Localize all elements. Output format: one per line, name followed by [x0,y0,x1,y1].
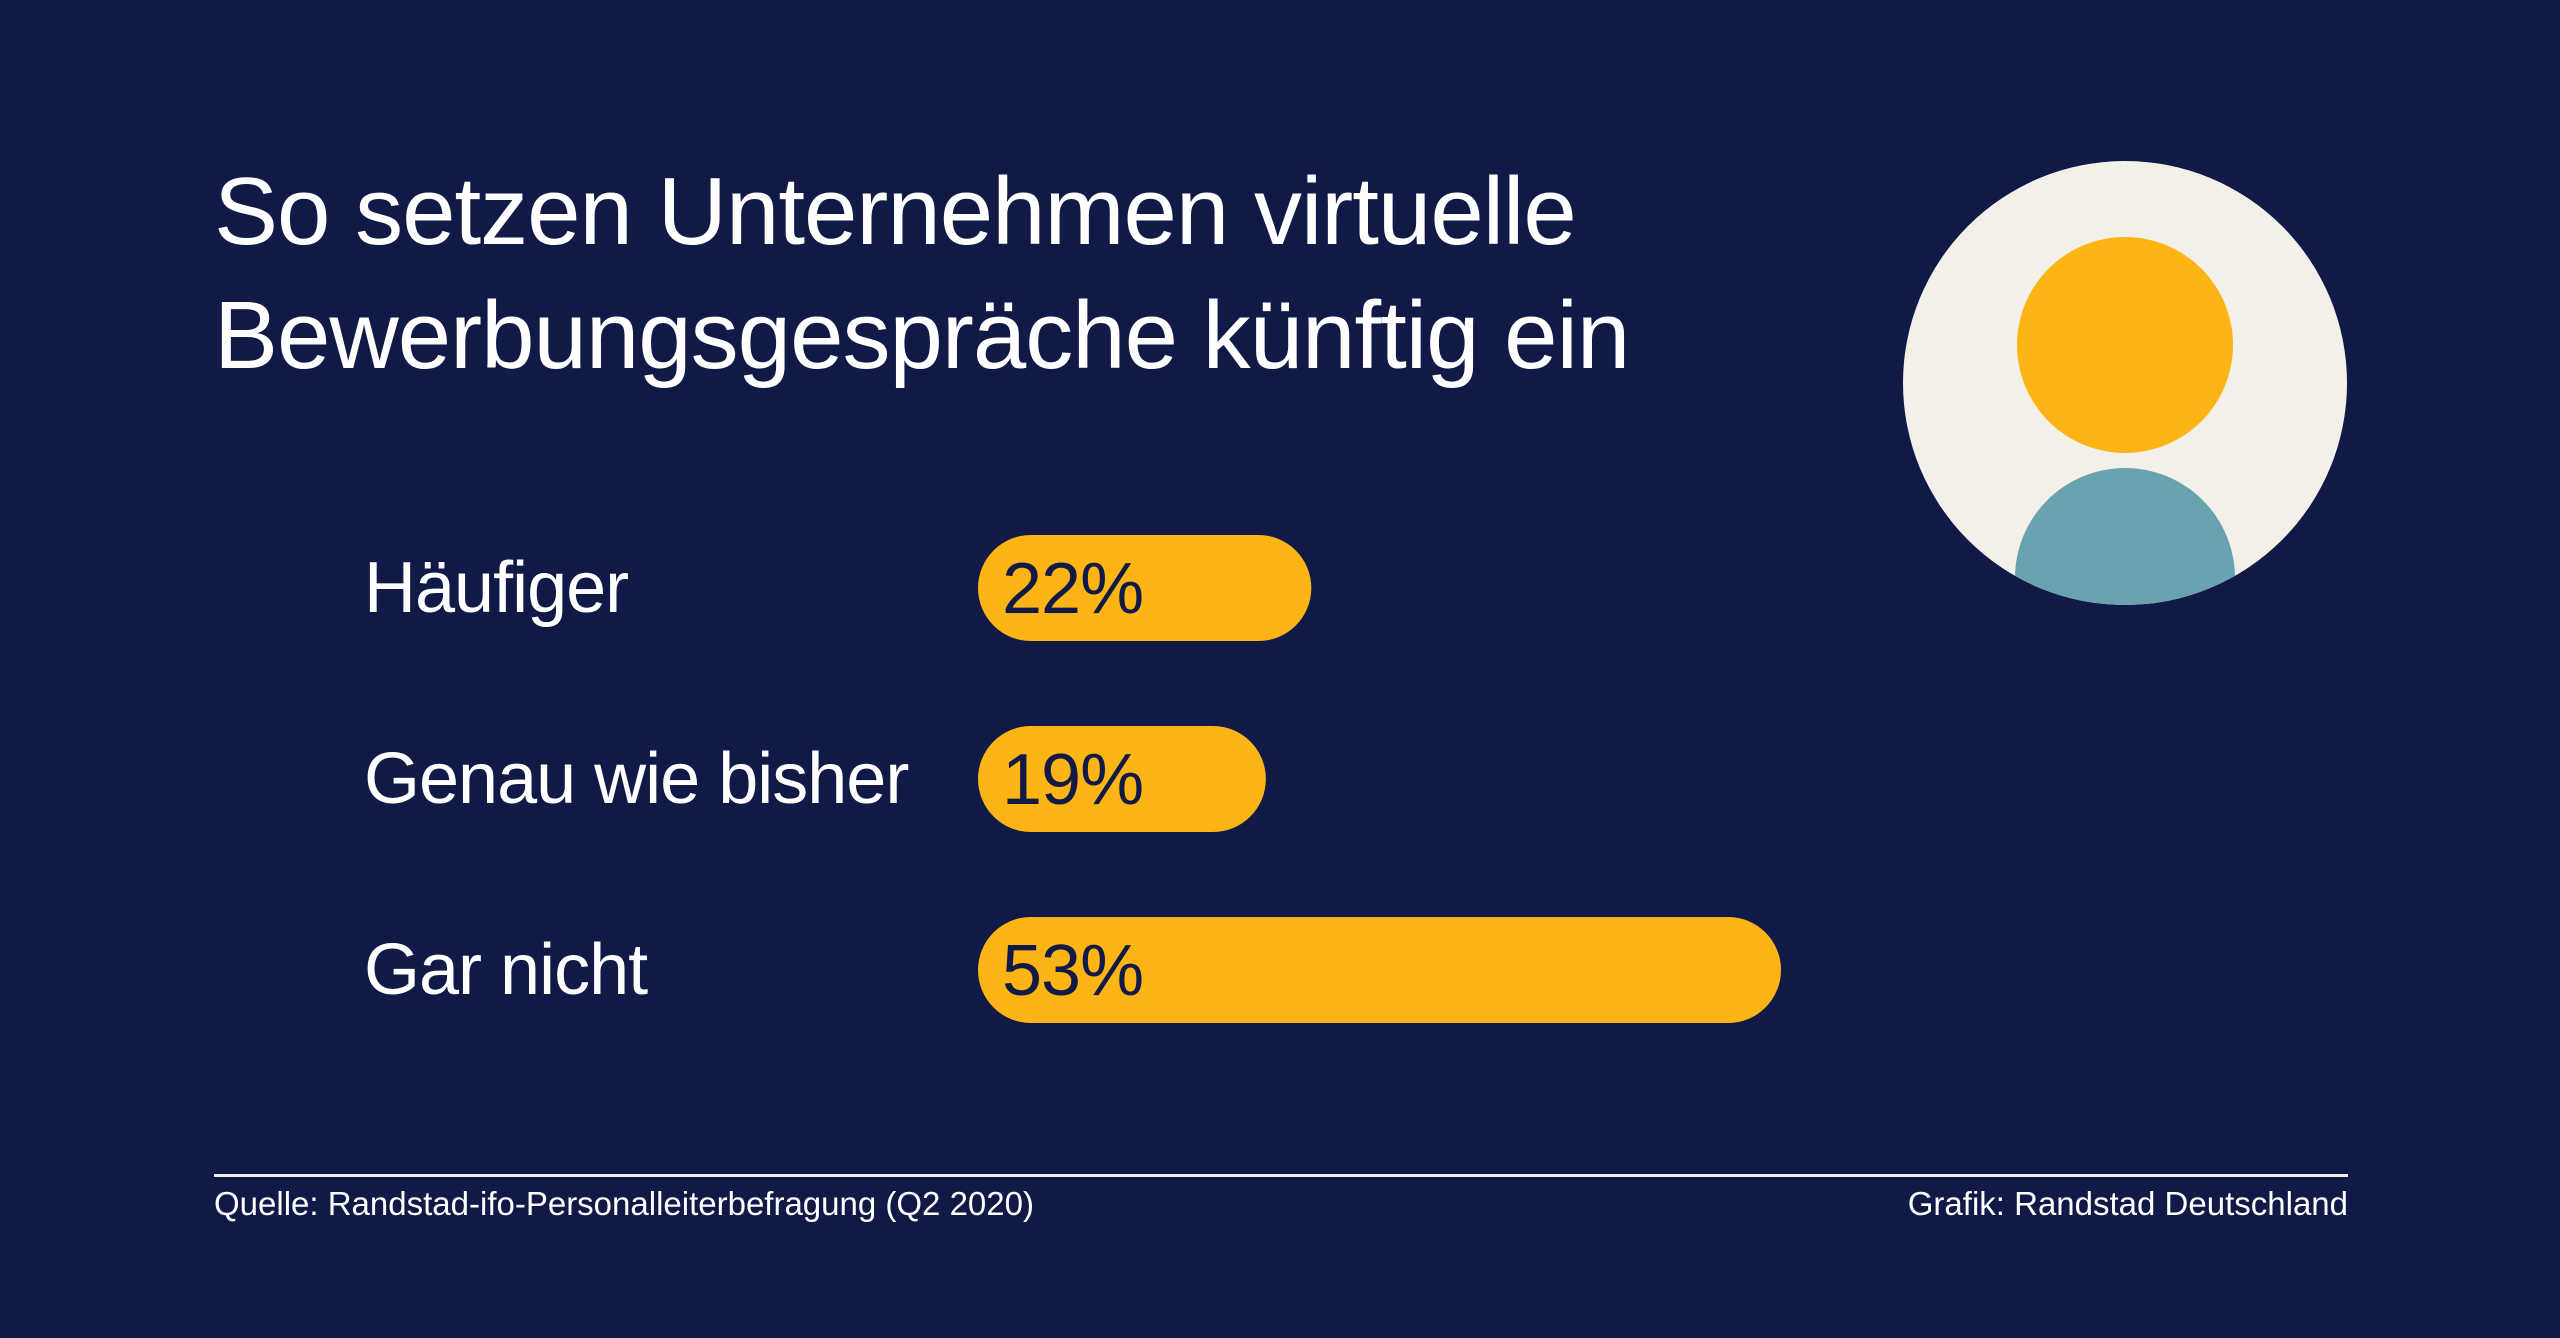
footer-divider [214,1174,2348,1177]
bar [978,917,1781,1023]
bar-value-label: 53% [1002,931,1143,1011]
category-label: Gar nicht [364,930,648,1010]
person-avatar-icon [1903,161,2347,605]
avatar-body [2015,468,2235,605]
bar [978,726,1266,832]
chart-title-line-1: So setzen Unternehmen virtuelle [214,158,1577,265]
category-label: Häufiger [364,548,628,628]
avatar-head [2017,237,2233,453]
category-label: Genau wie bisher [364,739,908,819]
bar-value-label: 22% [1002,549,1143,629]
chart-title-line-2: Bewerbungsgespräche künftig ein [214,282,1630,389]
bar-value-label: 19% [1002,740,1143,820]
graphic-credit: Grafik: Randstad Deutschland [1907,1185,2348,1222]
bar [978,535,1312,641]
chart-title: So setzen Unternehmen virtuelle Bewerbun… [214,150,1814,398]
source-note: Quelle: Randstad-ifo-Personalleiterbefra… [214,1185,1034,1222]
